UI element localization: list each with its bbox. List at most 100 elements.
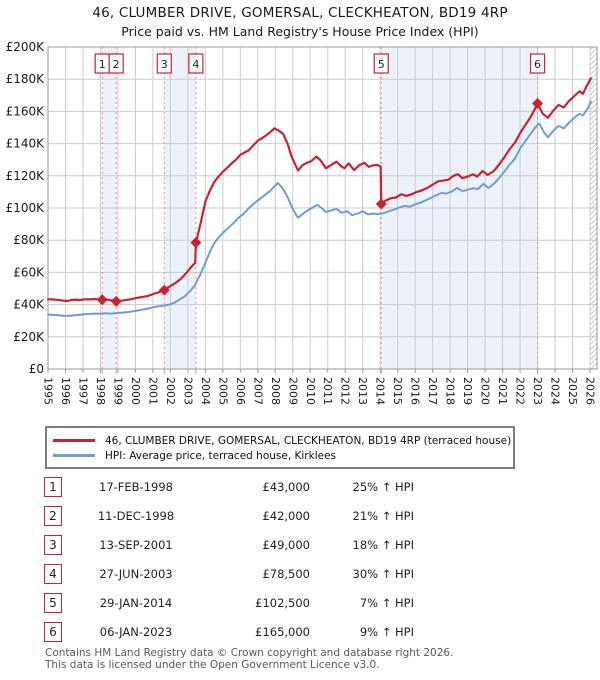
sale-row: 3 13-SEP-2001 £49,000 18% ↑ HPI: [44, 535, 424, 555]
sale-date: 13-SEP-2001: [99, 538, 173, 552]
sale-vs-hpi: 9% ↑ HPI: [359, 625, 414, 639]
x-axis-label: 1996: [59, 377, 72, 405]
sale-number-label: 2: [113, 58, 120, 71]
sale-number-box: [188, 53, 204, 74]
x-axis-label: 2021: [496, 377, 509, 405]
x-axis-label: 2008: [269, 377, 282, 405]
sale-date: 27-JUN-2003: [99, 567, 173, 581]
sale-row-number: 4: [44, 564, 62, 584]
x-axis-label: 2022: [514, 377, 527, 405]
sale-marker-diamond: [532, 97, 544, 109]
x-axis-label: 1997: [76, 377, 89, 405]
price-history-chart: 1 2 3 4 5 6 £0 £20K £40K £60K £80K £100K £120K £140K £…: [6, 40, 598, 405]
x-axis-label: 2025: [566, 377, 579, 405]
x-axis-label: 2007: [251, 377, 264, 405]
y-axis-label: £180K: [6, 72, 46, 86]
x-axis-label: 2005: [216, 377, 229, 405]
hpi-line: [47, 100, 592, 317]
sale-marker-diamond: [158, 284, 170, 296]
y-axis-label: £60K: [13, 265, 45, 279]
sale-price: £165,000: [255, 625, 310, 639]
chart-subtitle: Price paid vs. HM Land Registry's House …: [121, 24, 479, 39]
sale-row: 4 27-JUN-2003 £78,500 30% ↑ HPI: [44, 564, 424, 584]
sale-marker-diamond: [96, 294, 108, 306]
x-axis-label: 2026: [584, 377, 597, 405]
x-axis-label: 2014: [374, 377, 387, 405]
x-axis-ticks: [47, 369, 591, 373]
legend-line-swatch: [53, 454, 95, 457]
x-axis-label: 2017: [426, 377, 439, 405]
sale-marker-diamond: [190, 237, 202, 249]
x-axis-label: 2011: [321, 377, 334, 405]
y-axis-label: £80K: [13, 233, 45, 247]
sale-price: £102,500: [255, 596, 310, 610]
sale-vs-hpi: 7% ↑ HPI: [359, 596, 414, 610]
sale-row-number: 1: [44, 477, 62, 497]
sale-price: £78,500: [262, 567, 310, 581]
x-axis-label: 2009: [286, 377, 299, 405]
chart-legend: 46, CLUMBER DRIVE, GOMERSAL, CLECKHEATON…: [45, 426, 515, 469]
sale-row: 5 29-JAN-2014 £102,500 7% ↑ HPI: [44, 593, 424, 613]
sale-row: 6 06-JAN-2023 £165,000 9% ↑ HPI: [44, 622, 424, 642]
y-axis-label: £100K: [6, 201, 46, 215]
x-axis-label: 2023: [531, 377, 544, 405]
y-axis-label: £40K: [13, 298, 45, 312]
legend-line-swatch: [53, 439, 95, 442]
x-axis-label: 2003: [181, 377, 194, 405]
legend-item-hpi: HPI: Average price, terraced house, Kirk…: [53, 448, 505, 463]
sale-row-number: 3: [44, 535, 62, 555]
sale-vs-hpi: 30% ↑ HPI: [352, 567, 414, 581]
sale-date: 11-DEC-1998: [97, 509, 175, 523]
y-axis-label: £160K: [6, 104, 46, 118]
x-axis-label: 2013: [356, 377, 369, 405]
sale-number-label: 6: [534, 58, 541, 71]
x-axis-label: 2018: [444, 377, 457, 405]
footer: Contains HM Land Registry data © Crown c…: [45, 647, 585, 671]
y-axis-label: £120K: [6, 169, 46, 183]
x-axis-label: 1999: [111, 377, 124, 405]
x-axis-label: 2020: [479, 377, 492, 405]
footer-line1: Contains HM Land Registry data © Crown c…: [45, 647, 454, 659]
sale-number-label: 5: [378, 58, 385, 71]
sale-price: £43,000: [262, 480, 310, 494]
future-hatch-region: [590, 47, 597, 369]
sale-price: £42,000: [262, 509, 310, 523]
sale-number-label: 4: [192, 58, 199, 71]
y-axis-label: £20K: [13, 330, 45, 344]
sales-table: 1 17-FEB-1998 £43,000 25% ↑ HPI 2 11-DEC-1998…: [44, 477, 444, 642]
footer-line2: This data is licensed under the Open Gov…: [45, 659, 380, 671]
sale-row: 1 17-FEB-1998 £43,000 25% ↑ HPI: [44, 477, 424, 497]
sale-number-label: 3: [161, 58, 168, 71]
y-axis-label: £0: [29, 362, 44, 376]
legend-label: HPI: Average price, terraced house, Kirk…: [105, 449, 337, 462]
y-axis-label: £140K: [6, 137, 46, 151]
x-axis-label: 2002: [164, 377, 177, 405]
x-axis-label: 2010: [304, 377, 317, 405]
sale-vs-hpi: 25% ↑ HPI: [352, 480, 414, 494]
x-axis-label: 2004: [199, 377, 212, 405]
x-axis-label: 1998: [94, 377, 107, 405]
x-axis-label: 2024: [549, 377, 562, 405]
sale-number-label: 1: [99, 58, 106, 71]
sale-price: £49,000: [262, 538, 310, 552]
x-axis-label: 2019: [461, 377, 474, 405]
sale-row-number: 5: [44, 593, 62, 613]
sale-number-box: [156, 53, 172, 74]
x-axis-label: 2016: [409, 377, 422, 405]
sale-date: 06-JAN-2023: [99, 625, 173, 639]
sale-row-number: 6: [44, 622, 62, 642]
x-axis-label: 2006: [234, 377, 247, 405]
sale-number-box: [108, 53, 124, 74]
sale-number-box: [529, 53, 546, 74]
x-axis-label: 2012: [339, 377, 352, 405]
x-axis-label: 2015: [391, 377, 404, 405]
x-axis-label: 2001: [146, 377, 159, 405]
sale-row: 2 11-DEC-1998 £42,000 21% ↑ HPI: [44, 506, 424, 526]
sale-marker-diamond: [110, 295, 122, 307]
legend-item-price-paid: 46, CLUMBER DRIVE, GOMERSAL, CLECKHEATON…: [53, 433, 511, 448]
legend-label: 46, CLUMBER DRIVE, GOMERSAL, CLECKHEATON…: [105, 434, 512, 447]
sale-date: 29-JAN-2014: [99, 596, 173, 610]
sale-row-number: 2: [44, 506, 62, 526]
y-axis-label: £200K: [6, 40, 46, 54]
x-axis-label: 1995: [42, 377, 55, 405]
